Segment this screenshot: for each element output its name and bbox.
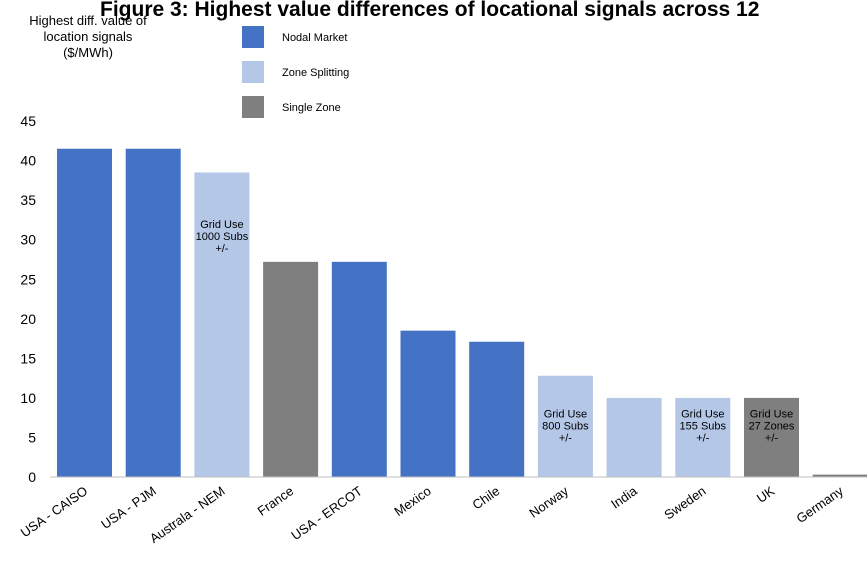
- bar: [194, 172, 250, 477]
- bar: [675, 397, 731, 477]
- category-label: Mexico: [391, 483, 433, 519]
- legend-label: Single Zone: [282, 102, 341, 114]
- bar-annotation: Grid Use: [544, 409, 587, 421]
- legend-label: Nodal Market: [282, 32, 347, 44]
- y-tick-label: 40: [20, 153, 36, 169]
- bar-annotation: Grid Use: [681, 409, 724, 421]
- bar-annotation: 155 Subs: [680, 421, 727, 433]
- category-label: USA - CAISO: [18, 483, 91, 540]
- legend-label: Zone Splitting: [282, 67, 349, 79]
- bar: [400, 330, 456, 477]
- bar: [125, 148, 181, 478]
- y-axis-label-line: ($/MWh): [63, 45, 113, 60]
- bar-annotation: +/-: [559, 433, 572, 445]
- bar-annotation: +/-: [215, 243, 228, 255]
- bar: [57, 148, 112, 478]
- category-label: USA - PJM: [98, 483, 159, 532]
- legend-swatch: [242, 61, 264, 83]
- category-label: Norway: [526, 483, 571, 521]
- bar: [812, 474, 867, 477]
- category-label: Germany: [794, 483, 847, 526]
- bar-annotation: Grid Use: [750, 409, 793, 421]
- category-label: UK: [754, 483, 778, 506]
- legend: Nodal Market Zone Splitting Single Zone: [242, 26, 349, 118]
- bar: [606, 397, 662, 477]
- y-tick-label: 20: [20, 311, 36, 327]
- y-axis-label-line: location signals: [44, 29, 133, 44]
- bar: [331, 261, 387, 477]
- y-tick-label: 35: [20, 192, 36, 208]
- category-label: Sweden: [661, 483, 708, 522]
- y-tick-label: 25: [20, 271, 36, 287]
- y-axis-ticks: 0 5 10 15 20 25 30 35 40 45: [20, 113, 36, 485]
- y-tick-label: 45: [20, 113, 36, 129]
- bars: [57, 148, 867, 478]
- bar-annotation: Grid Use: [200, 219, 243, 231]
- y-tick-label: 0: [28, 469, 36, 485]
- bar-annotation: +/-: [696, 433, 709, 445]
- bar: [744, 397, 799, 477]
- bar-annotation: 800 Subs: [542, 421, 589, 433]
- legend-swatch: [242, 26, 264, 48]
- bar: [537, 375, 593, 477]
- bar: [263, 261, 319, 477]
- y-tick-label: 10: [20, 390, 36, 406]
- bar-annotation: +/-: [765, 433, 778, 445]
- chart-title: Figure 3: Highest value differences of l…: [100, 0, 759, 21]
- bar: [469, 341, 525, 477]
- legend-swatch: [242, 96, 264, 118]
- category-label: France: [255, 483, 297, 518]
- category-label: USA - ERCOT: [288, 483, 365, 543]
- y-axis-label-line: Highest diff. value of: [29, 13, 147, 28]
- y-tick-label: 30: [20, 232, 36, 248]
- category-label: Australa - NEM: [147, 483, 228, 546]
- y-tick-label: 5: [28, 429, 36, 445]
- bar-annotation: 27 Zones: [749, 421, 795, 433]
- category-label: Chile: [470, 483, 503, 512]
- bar-annotation: 1000 Subs: [196, 231, 249, 243]
- category-label: India: [608, 483, 640, 512]
- y-tick-label: 15: [20, 350, 36, 366]
